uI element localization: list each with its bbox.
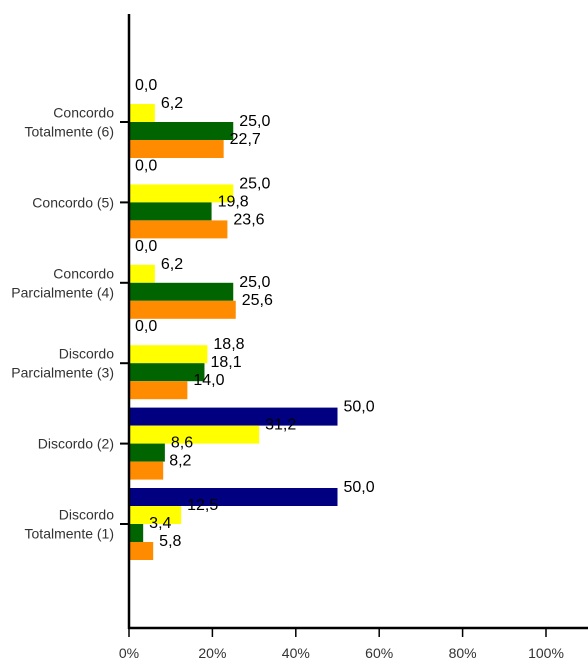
bar-3-series-3 — [129, 282, 234, 301]
data-label-5-3: 8,6 — [171, 435, 193, 452]
data-label-6-4: 5,8 — [159, 533, 181, 550]
category-label-line: Discordo — [59, 507, 114, 523]
bar-5-series-2 — [129, 425, 260, 444]
data-label-4-2: 18,8 — [213, 336, 244, 353]
data-label-6-2: 12,5 — [187, 497, 218, 514]
bar-1-series-4 — [129, 140, 224, 158]
x-tick-label-6: 100% — [528, 645, 564, 661]
data-label-3-2: 6,2 — [161, 256, 183, 273]
category-label-line: Totalmente (1) — [25, 526, 114, 542]
category-label-line: Parcialmente (4) — [11, 284, 114, 300]
category-label-1: Concordo Totalmente (6) — [25, 105, 115, 140]
data-label-6-3: 3,4 — [149, 515, 171, 532]
category-label-4: Discordo Parcialmente (3) — [11, 346, 114, 381]
x-tick-label-3: 40% — [282, 645, 310, 661]
category-label-line: Discordo — [59, 346, 114, 362]
data-label-6-1: 50,0 — [344, 479, 375, 496]
data-label-2-3: 19,8 — [218, 193, 249, 210]
category-label-2: Concordo (5) — [32, 194, 114, 210]
bar-6-series-3 — [129, 524, 144, 542]
data-label-2-4: 23,6 — [233, 211, 264, 228]
x-tick-label-4: 60% — [365, 645, 393, 661]
category-label-line: Parcialmente (3) — [11, 365, 114, 381]
bar-2-series-4 — [129, 220, 228, 239]
category-label-line: Concordo — [53, 265, 114, 281]
bar-5-series-4 — [129, 461, 164, 480]
bar-6-series-2 — [129, 506, 182, 524]
data-label-1-4: 22,7 — [230, 131, 261, 148]
data-label-2-1: 0,0 — [135, 157, 157, 174]
data-label-5-4: 8,2 — [169, 453, 191, 470]
category-label-line: Totalmente (6) — [25, 124, 114, 140]
data-label-2-2: 25,0 — [239, 175, 270, 192]
data-label-1-2: 6,2 — [161, 95, 183, 112]
data-label-3-1: 0,0 — [135, 238, 157, 255]
bar-3-series-4 — [129, 300, 236, 319]
bar-2-series-2 — [129, 184, 234, 203]
bar-1-series-3 — [129, 122, 234, 140]
bar-2-series-3 — [129, 202, 212, 221]
x-tick-label-5: 80% — [449, 645, 477, 661]
category-label-3: Concordo Parcialmente (4) — [11, 265, 114, 300]
x-tick-label-2: 20% — [198, 645, 226, 661]
bar-5-series-1 — [129, 407, 338, 426]
x-tick-label-1: 0% — [119, 645, 139, 661]
category-label-5: Discordo (2) — [38, 436, 114, 452]
bar-6-series-1 — [129, 488, 338, 506]
bar-4-series-3 — [129, 363, 205, 382]
data-label-1-3: 25,0 — [239, 113, 270, 130]
data-label-4-3: 18,1 — [210, 354, 241, 371]
category-label-line: Concordo — [53, 105, 114, 121]
bar-4-series-2 — [129, 345, 208, 364]
data-label-1-1: 0,0 — [135, 77, 157, 94]
bar-4-series-4 — [129, 381, 188, 400]
data-label-5-1: 50,0 — [344, 399, 375, 416]
data-label-4-1: 0,0 — [135, 318, 157, 335]
data-label-3-3: 25,0 — [239, 274, 270, 291]
data-label-5-2: 31,2 — [265, 417, 296, 434]
bar-6-series-4 — [129, 542, 154, 560]
category-label-6: Discordo Totalmente (1) — [25, 507, 115, 542]
data-label-3-4: 25,6 — [242, 292, 273, 309]
bar-5-series-3 — [129, 443, 165, 462]
category-label-line: Concordo (5) — [32, 194, 114, 210]
category-label-line: Discordo (2) — [38, 436, 114, 452]
bar-1-series-2 — [129, 104, 155, 122]
data-label-4-4: 14,0 — [193, 372, 224, 389]
bar-3-series-2 — [129, 264, 155, 283]
